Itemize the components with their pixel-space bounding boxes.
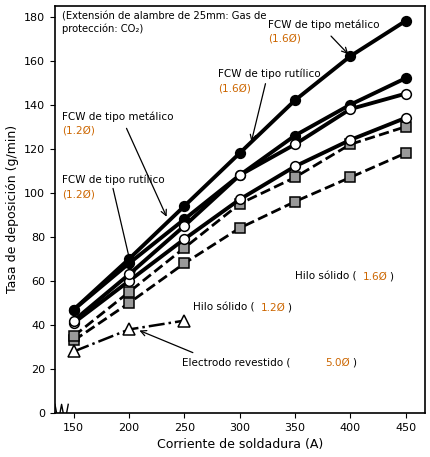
Text: ): ) [388,271,392,282]
Y-axis label: Tasa de deposición (g/min): Tasa de deposición (g/min) [6,125,18,293]
Text: (1.2Ø): (1.2Ø) [62,190,95,200]
Text: ): ) [286,303,291,313]
Text: Electrodo revestido (: Electrodo revestido ( [182,357,290,367]
Text: FCW de tipo rutílico: FCW de tipo rutílico [218,69,320,79]
Text: FCW de tipo metálico: FCW de tipo metálico [62,112,173,122]
Text: FCW de tipo rutílico: FCW de tipo rutílico [62,175,165,185]
Text: Hilo sólido (: Hilo sólido ( [294,271,356,282]
Text: (Extensión de alambre de 25mm: Gas de
protección: CO₂): (Extensión de alambre de 25mm: Gas de pr… [62,12,266,34]
X-axis label: Corriente de soldadura (A): Corriente de soldadura (A) [157,438,322,452]
Text: ): ) [352,357,356,367]
Text: 5.0Ø: 5.0Ø [324,357,349,367]
Text: 1.2Ø: 1.2Ø [260,303,285,313]
Text: FCW de tipo metálico: FCW de tipo metálico [267,20,378,30]
Text: (1.2Ø): (1.2Ø) [62,126,95,136]
Text: (1.6Ø): (1.6Ø) [267,33,300,43]
Text: Hilo sólido (: Hilo sólido ( [193,303,254,313]
Text: (1.6Ø): (1.6Ø) [218,83,250,93]
Text: 1.6Ø: 1.6Ø [362,271,387,282]
